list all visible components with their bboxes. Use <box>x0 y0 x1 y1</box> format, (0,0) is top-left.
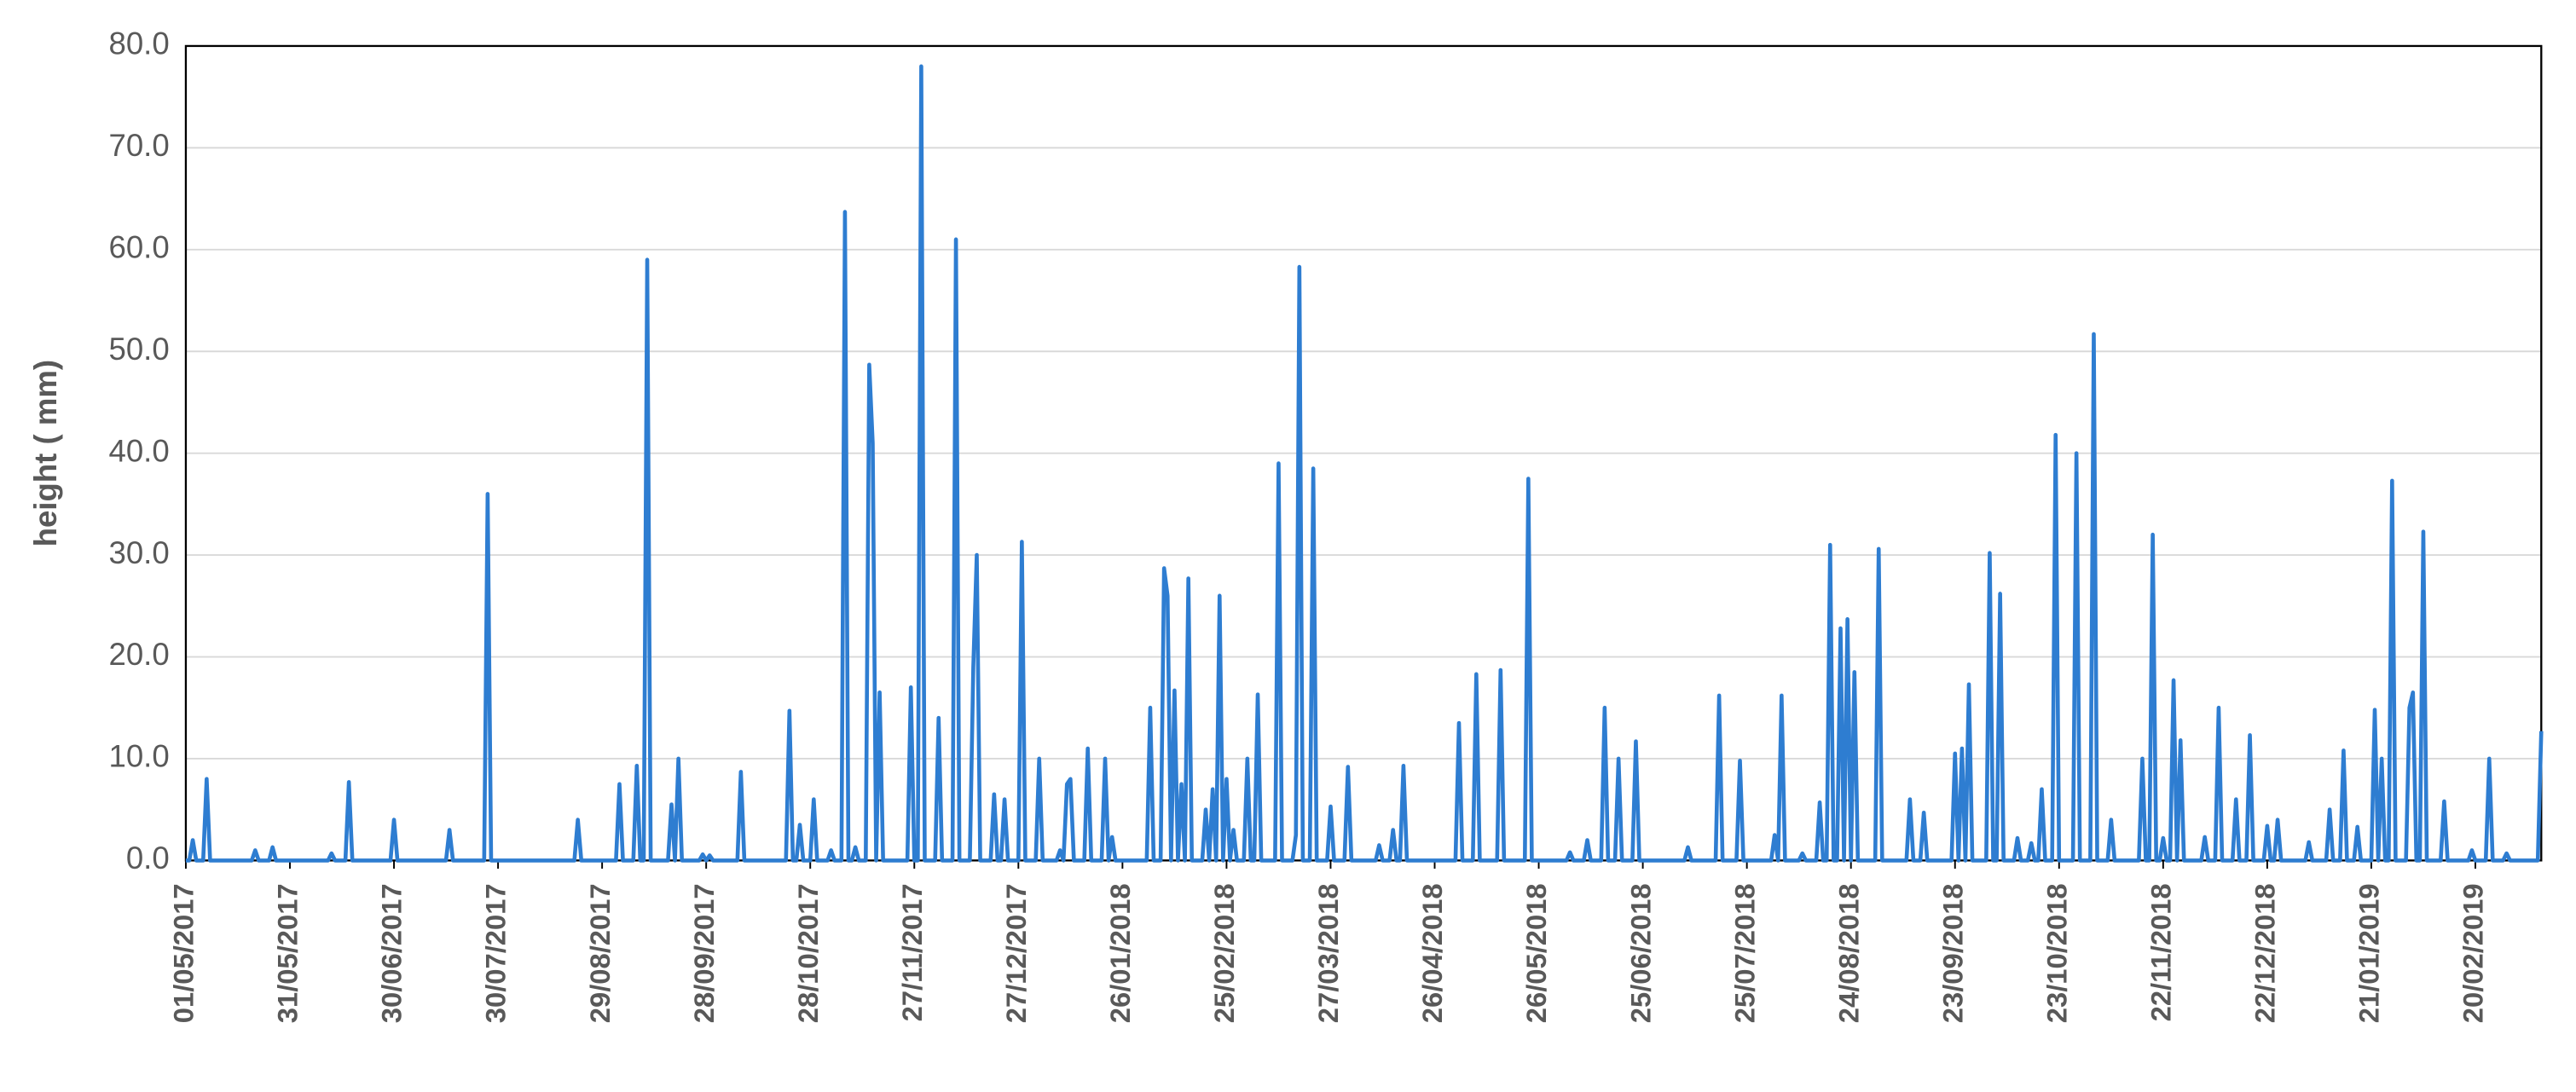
x-tick-label: 22/11/2018 <box>2145 883 2176 1021</box>
x-tick-label: 28/09/2017 <box>688 883 720 1023</box>
y-tick-label: 20.0 <box>108 637 169 672</box>
x-tick-label: 25/02/2018 <box>1208 883 1240 1023</box>
x-tick-label: 21/01/2019 <box>2353 883 2385 1023</box>
x-tick-label: 01/05/2017 <box>168 883 200 1023</box>
y-tick-label: 0.0 <box>126 841 170 875</box>
x-tick-label: 30/07/2017 <box>480 883 512 1023</box>
x-tick-label: 23/10/2018 <box>2041 883 2072 1023</box>
y-tick-label: 80.0 <box>108 26 169 61</box>
data-line <box>185 64 2544 863</box>
x-tick-label: 25/07/2018 <box>1728 883 1760 1023</box>
x-tick-label: 25/06/2018 <box>1624 883 1656 1023</box>
x-tick-label: 26/04/2018 <box>1416 883 1448 1023</box>
y-axis-label: height ( mm) <box>28 360 63 546</box>
y-tick-label: 60.0 <box>108 229 169 264</box>
y-tick-label: 70.0 <box>108 128 169 163</box>
x-tick-label: 27/12/2017 <box>1000 883 1032 1023</box>
y-tick-label: 10.0 <box>108 739 169 774</box>
y-tick-label: 50.0 <box>108 332 169 367</box>
y-tick-label: 30.0 <box>108 535 169 570</box>
x-tick-label: 27/11/2017 <box>896 883 928 1021</box>
x-tick-label: 30/06/2017 <box>376 883 408 1023</box>
x-tick-label: 26/05/2018 <box>1520 883 1552 1023</box>
x-tick-label: 28/10/2017 <box>792 883 824 1023</box>
y-tick-label: 40.0 <box>108 433 169 468</box>
x-tick-label: 20/02/2019 <box>2457 883 2489 1023</box>
x-tick-label: 24/08/2018 <box>1832 883 1864 1023</box>
x-tick-label: 31/05/2017 <box>272 883 304 1023</box>
x-tick-label: 23/09/2018 <box>1936 883 1968 1023</box>
x-tick-label: 22/12/2018 <box>2249 883 2281 1023</box>
x-tick-label: 27/03/2018 <box>1312 883 1344 1023</box>
x-tick-label: 29/08/2017 <box>584 883 616 1023</box>
x-tick-label: 26/01/2018 <box>1104 883 1136 1023</box>
